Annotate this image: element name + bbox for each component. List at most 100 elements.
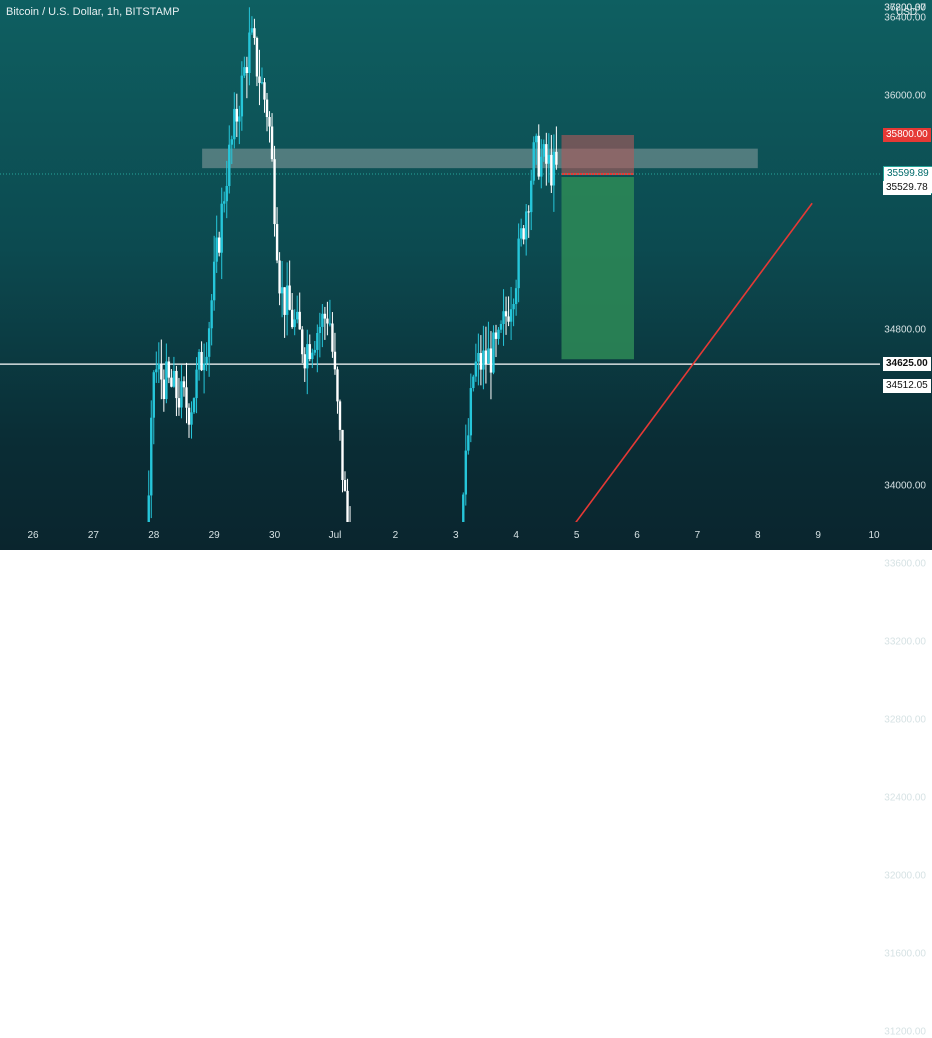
candle-body xyxy=(477,353,480,362)
price-tick-label: 32800.00 xyxy=(884,714,926,726)
candle-body xyxy=(293,319,296,328)
candle-body xyxy=(207,328,211,357)
candle-body xyxy=(313,349,317,353)
candle-body xyxy=(185,387,188,408)
candle-body xyxy=(499,323,503,330)
trendline xyxy=(575,202,813,522)
candle-body xyxy=(155,369,158,373)
candle-body xyxy=(502,311,505,324)
candle-body xyxy=(472,376,475,389)
price-plot[interactable] xyxy=(0,0,880,522)
candle-body xyxy=(298,311,301,330)
candle-body xyxy=(326,318,329,324)
candle-body xyxy=(290,309,294,328)
candle-body xyxy=(318,326,322,334)
time-tick-label: 4 xyxy=(513,530,519,541)
candle-body xyxy=(157,363,161,370)
candle-body xyxy=(243,67,246,76)
candle-body xyxy=(160,363,163,380)
candle-body xyxy=(275,224,279,261)
candle-body xyxy=(303,354,306,369)
candle-body xyxy=(285,285,289,315)
price-axis[interactable]: 37 37200.00 36800.00 36400.00 36000.00 34800.… xyxy=(880,0,932,1038)
price-tick-label: 32400.00 xyxy=(884,792,926,804)
candle-body xyxy=(514,288,518,305)
price-tag[interactable]: 35800.00 xyxy=(883,128,931,142)
candle-body xyxy=(197,351,201,370)
candle-body xyxy=(550,154,553,186)
time-tick-label: Jul xyxy=(328,530,342,541)
candle-body xyxy=(547,154,551,164)
price-tag-value: 35599.89 xyxy=(887,168,929,180)
price-tag-value: 34625.00 xyxy=(886,358,928,370)
time-tick-label: 7 xyxy=(694,530,701,541)
price-tick-label: 34000.00 xyxy=(884,480,926,492)
time-tick-label: 9 xyxy=(815,530,821,541)
candle-body xyxy=(283,287,286,315)
candle-body xyxy=(248,32,251,74)
price-tick-label: 37 xyxy=(914,2,926,14)
candle-body xyxy=(228,144,231,186)
candle-body xyxy=(217,237,221,253)
price-tag-value: 35800.00 xyxy=(886,129,928,140)
price-tag[interactable]: 35529.78 xyxy=(883,180,931,195)
candle-body xyxy=(265,99,269,118)
candle-body xyxy=(150,417,153,496)
price-tag[interactable]: 34625.00 xyxy=(883,357,931,372)
price-tag[interactable]: 34512.05 xyxy=(883,379,931,394)
symbol-title[interactable]: Bitcoin / U.S. Dollar, 1h, BITSTAMP xyxy=(6,6,180,18)
candle-body xyxy=(530,180,533,213)
candle-body xyxy=(504,311,508,317)
price-tick-label: 34800.00 xyxy=(884,324,926,336)
candle-body xyxy=(341,429,344,481)
candle-body xyxy=(187,407,191,425)
candle-body xyxy=(542,144,545,157)
candle-body xyxy=(220,203,223,253)
candle-body xyxy=(482,350,485,370)
price-tag-value: 34512.05 xyxy=(886,380,928,392)
candle-body xyxy=(311,352,314,360)
candle-body xyxy=(338,401,342,430)
candle-body xyxy=(215,237,218,262)
candle-body xyxy=(250,28,254,33)
candle-body xyxy=(192,398,196,413)
take-profit-zone xyxy=(561,177,634,360)
candle-body xyxy=(205,356,208,364)
price-tick-label: 37200.00 xyxy=(884,2,926,14)
candle-body xyxy=(512,304,515,310)
candle-body xyxy=(177,398,181,408)
candle-body xyxy=(260,82,264,84)
candle-body xyxy=(331,323,334,352)
candle-body xyxy=(238,116,241,122)
candle-body xyxy=(462,494,465,522)
candle-body xyxy=(270,126,274,160)
candle-body xyxy=(316,333,319,350)
candle-body xyxy=(487,348,490,364)
candle-body xyxy=(489,348,493,373)
time-tick-label: 30 xyxy=(269,530,281,541)
candle-body xyxy=(167,361,171,378)
price-tick-label: 36800.00 xyxy=(884,2,926,14)
candle-body xyxy=(509,309,513,322)
time-tick-label: 10 xyxy=(868,530,880,541)
candle-body xyxy=(258,76,261,83)
candle-body xyxy=(165,361,168,400)
candle-body xyxy=(323,313,327,319)
candle-body xyxy=(255,38,259,77)
candle-body xyxy=(175,370,178,399)
time-tick-label: 2 xyxy=(392,530,399,541)
candle-body xyxy=(492,332,495,373)
candle-body xyxy=(202,363,206,371)
time-tick-label: 6 xyxy=(634,530,640,541)
candle-body xyxy=(172,370,176,387)
candle-body xyxy=(212,261,216,301)
currency-label[interactable]: USD xyxy=(896,7,918,18)
candle-body xyxy=(230,139,233,145)
candle-body xyxy=(280,287,284,294)
price-tick-label: 36000.00 xyxy=(884,90,926,102)
candle-body xyxy=(308,344,311,360)
candle-body xyxy=(273,159,276,225)
candle-body xyxy=(343,480,347,491)
candle-body xyxy=(532,142,535,181)
